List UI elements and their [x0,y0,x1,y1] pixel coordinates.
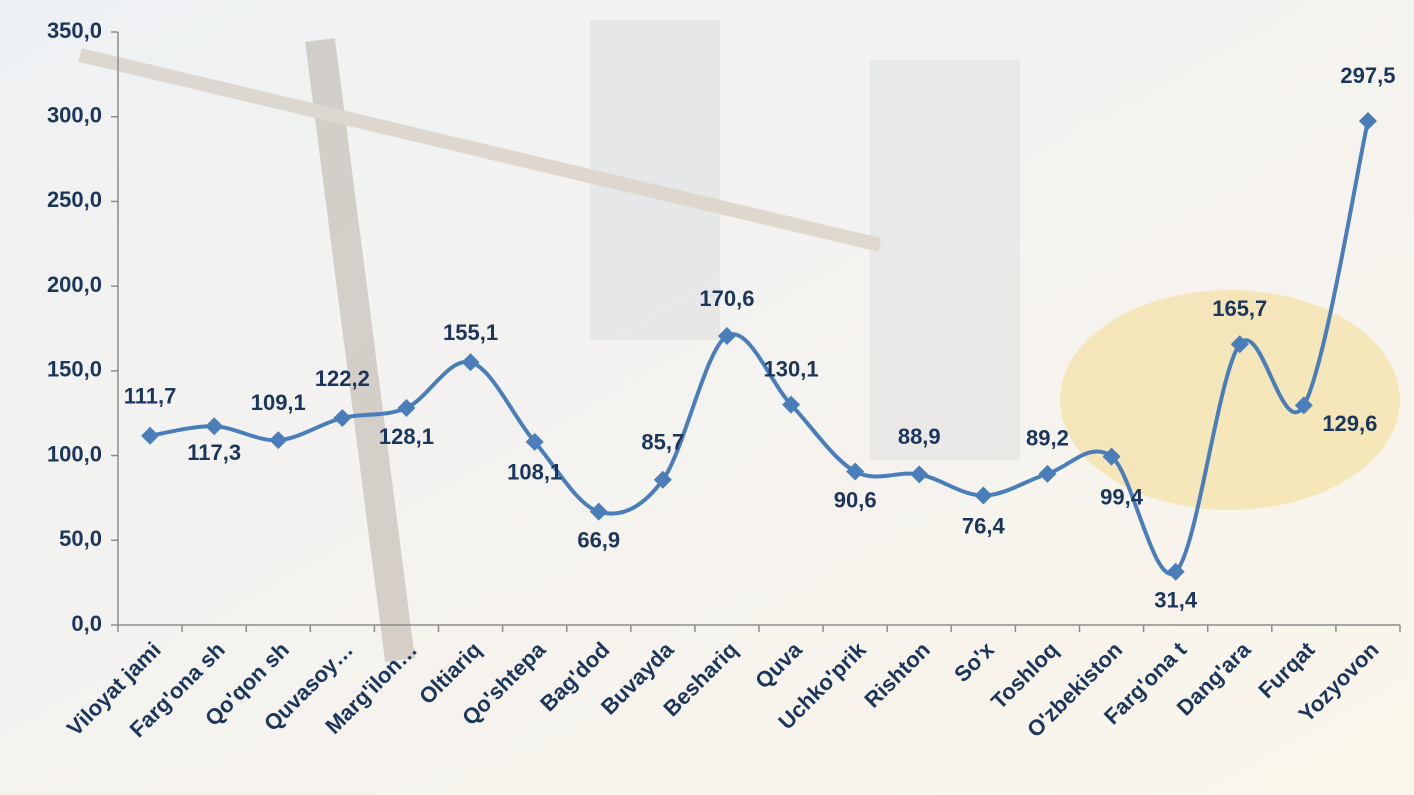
y-tick-label: 50,0 [59,526,102,551]
marker [333,408,352,427]
y-tick-label: 150,0 [47,357,102,382]
data-label: 129,6 [1322,411,1377,436]
y-tick-label: 350,0 [47,18,102,43]
marker [141,426,160,445]
marker [1294,396,1313,415]
data-label: 130,1 [764,356,819,381]
decoration [78,20,1400,662]
line [149,120,1370,576]
y-tick-label: 250,0 [47,187,102,212]
data-label: 88,9 [898,424,941,449]
data-label: 170,6 [699,286,754,311]
marker [525,432,544,451]
data-label: 66,9 [577,527,620,552]
marker [1038,464,1057,483]
marker [269,431,288,450]
marker [397,398,416,417]
marker [589,502,608,521]
data-label: 109,1 [251,390,306,415]
data-label: 108,1 [507,460,562,485]
data-label: 99,4 [1100,484,1144,509]
data-label: 89,2 [1026,426,1069,451]
data-label: 165,7 [1212,296,1267,321]
data-label: 31,4 [1154,588,1198,613]
data-label: 128,1 [379,424,434,449]
marker [1166,562,1185,581]
y-tick-label: 0,0 [71,611,102,636]
data-label: 122,2 [315,366,370,391]
y-tick-label: 100,0 [47,441,102,466]
y-tick-label: 300,0 [47,103,102,128]
data-label: 117,3 [187,440,241,465]
data-label: 85,7 [641,430,684,455]
data-label: 76,4 [962,513,1006,538]
marker [1230,335,1249,354]
y-tick-label: 200,0 [47,272,102,297]
data-label: 111,7 [124,384,177,409]
marker [974,486,993,505]
data-label: 155,1 [443,320,498,345]
marker [653,470,672,489]
marker [846,462,865,481]
marker [461,353,480,372]
marker [1358,111,1377,130]
marker [910,465,929,484]
data-label: 90,6 [834,487,877,512]
data-label: 297,5 [1340,63,1395,88]
marker [717,326,736,345]
marker [1102,447,1121,466]
marker [782,395,801,414]
marker [205,417,224,436]
